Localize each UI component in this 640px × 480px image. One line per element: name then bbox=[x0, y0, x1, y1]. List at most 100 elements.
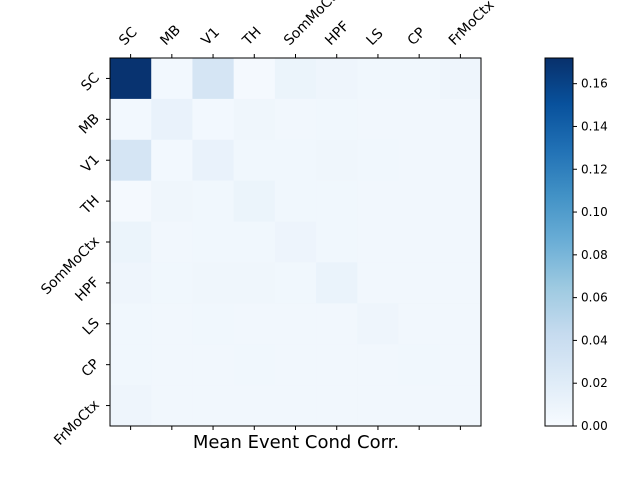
heatmap-cell bbox=[192, 180, 235, 223]
heatmap-cell bbox=[316, 180, 358, 223]
heatmap-cell bbox=[316, 221, 358, 263]
heatmap-cell bbox=[192, 303, 235, 345]
colorbar-gradient bbox=[545, 58, 573, 426]
heatmap-cell bbox=[192, 58, 235, 100]
heatmap-cell bbox=[233, 98, 276, 141]
heatmap-cell bbox=[110, 221, 152, 263]
colorbar-tick-group: 0.00 0.02 0.04 0.06 0.08 0.10 0.12 0.14 0.16 bbox=[573, 77, 608, 433]
heatmap-cell bbox=[439, 344, 482, 386]
heatmap-cell bbox=[398, 385, 441, 427]
colorbar-tick-label: 0.06 bbox=[581, 291, 608, 305]
heatmap-cell bbox=[398, 303, 441, 345]
heatmap-cell bbox=[439, 139, 482, 182]
heatmap-cell bbox=[274, 262, 317, 304]
colorbar-frame bbox=[544, 57, 574, 427]
x-tick-label: HPF bbox=[322, 18, 352, 48]
heatmap-cell bbox=[398, 58, 441, 100]
heatmap-cell bbox=[274, 98, 317, 141]
heatmap-cell bbox=[357, 58, 400, 100]
heatmap-cell bbox=[274, 221, 317, 263]
heatmap-cell bbox=[233, 385, 276, 427]
x-tick-label: MB bbox=[157, 22, 184, 49]
heatmap-cell bbox=[357, 139, 400, 182]
heatmap-cell bbox=[192, 221, 235, 263]
x-tick-label: CP bbox=[405, 25, 429, 49]
heatmap-cell bbox=[398, 221, 441, 263]
heatmap-cell bbox=[233, 221, 276, 263]
heatmap-cell bbox=[357, 262, 400, 304]
y-tick-label: LS bbox=[80, 315, 103, 338]
colorbar-tick-label: 0.00 bbox=[581, 419, 608, 433]
y-tick-label: CP bbox=[79, 356, 103, 380]
heatmap-cell bbox=[192, 262, 235, 304]
heatmap-cell bbox=[357, 180, 400, 223]
y-tick-label: MB bbox=[76, 111, 103, 138]
heatmap-cell bbox=[316, 385, 358, 427]
heatmap-cell bbox=[274, 139, 317, 182]
colorbar-tick-label: 0.16 bbox=[581, 77, 608, 91]
x-tick-label: V1 bbox=[199, 24, 223, 48]
heatmap-cell bbox=[316, 344, 358, 386]
heatmap-cell bbox=[357, 344, 400, 386]
heatmap-cell bbox=[316, 262, 358, 304]
heatmap-cell bbox=[151, 139, 193, 182]
heatmap-cell bbox=[110, 385, 152, 427]
heatmap-cell bbox=[316, 139, 358, 182]
heatmap-cell bbox=[274, 180, 317, 223]
heatmap-cell bbox=[274, 303, 317, 345]
y-tick-label: TH bbox=[77, 193, 103, 219]
heatmap-cell bbox=[233, 344, 276, 386]
heatmap-cell bbox=[439, 303, 482, 345]
heatmap-cell bbox=[192, 385, 235, 427]
heatmap-cell bbox=[398, 344, 441, 386]
heatmap-cell bbox=[151, 98, 193, 141]
x-axis-label: Mean Event Cond Corr. bbox=[193, 432, 399, 453]
heatmap-cell bbox=[192, 98, 235, 141]
heatmap-cell bbox=[110, 262, 152, 304]
heatmap-cell bbox=[110, 344, 152, 386]
heatmap-cell bbox=[151, 262, 193, 304]
heatmap-cell bbox=[439, 180, 482, 223]
heatmap-cell bbox=[439, 385, 482, 427]
heatmap-cell bbox=[151, 303, 193, 345]
colorbar-tick-label: 0.10 bbox=[581, 205, 608, 219]
x-tick-label: TH bbox=[239, 24, 265, 50]
heatmap-cell bbox=[316, 98, 358, 141]
heatmap-cell bbox=[398, 98, 441, 141]
heatmap-cell bbox=[151, 344, 193, 386]
colorbar-tick-label: 0.12 bbox=[581, 162, 608, 176]
heatmap-cell bbox=[439, 98, 482, 141]
heatmap-cell bbox=[151, 180, 193, 223]
colorbar-tick-label: 0.08 bbox=[581, 248, 608, 262]
heatmap-cell bbox=[357, 221, 400, 263]
heatmap-cell bbox=[274, 385, 317, 427]
heatmap-cell bbox=[316, 58, 358, 100]
heatmap-cell bbox=[110, 180, 152, 223]
heatmap-cell bbox=[398, 139, 441, 182]
heatmap-cell bbox=[439, 262, 482, 304]
heatmap-cell bbox=[316, 303, 358, 345]
colorbar-tick-label: 0.04 bbox=[581, 333, 608, 347]
heatmap-cell bbox=[357, 303, 400, 345]
colorbar-tick-label: 0.02 bbox=[581, 376, 608, 390]
y-tick-label: HPF bbox=[72, 274, 102, 304]
y-tick-label: V1 bbox=[78, 152, 102, 176]
heatmap-cell bbox=[151, 385, 193, 427]
colorbar-tick-label: 0.14 bbox=[581, 119, 608, 133]
heatmap-cell bbox=[398, 180, 441, 223]
heatmap-cell bbox=[110, 98, 152, 141]
heatmap-cell bbox=[151, 221, 193, 263]
heatmap-cell bbox=[357, 385, 400, 427]
heatmap-cell bbox=[357, 98, 400, 141]
heatmap-cell bbox=[233, 58, 276, 100]
heatmap-cell bbox=[398, 262, 441, 304]
heatmap-cell bbox=[192, 139, 235, 182]
heatmap-cell bbox=[151, 58, 193, 100]
heatmap-cell bbox=[233, 262, 276, 304]
heatmap-cell bbox=[110, 139, 152, 182]
heatmap-cell bbox=[439, 58, 482, 100]
heatmap-cell bbox=[274, 58, 317, 100]
x-tick-label: LS bbox=[363, 26, 386, 49]
